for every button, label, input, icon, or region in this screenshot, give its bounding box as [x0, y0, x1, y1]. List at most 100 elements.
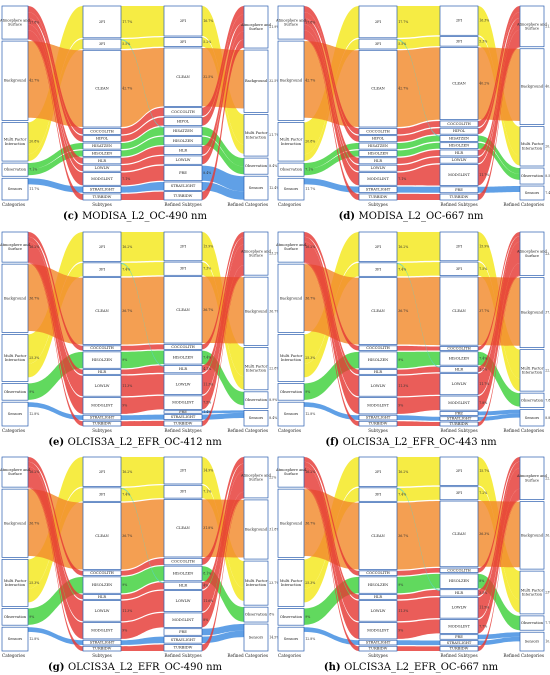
subtype-label-3fi: 3FI	[375, 42, 382, 46]
subtype-label-lowlw: LOWLW	[371, 384, 386, 388]
refined-category-label-atmosphere-and-surface: Atmosphere and	[516, 250, 548, 254]
category-label-sensors: Sensors	[284, 187, 299, 191]
subtype-label-lowlw: LOWLW	[95, 609, 110, 613]
flow-refine-turbidw	[397, 193, 440, 200]
refined-category-label-multi-factor-interaction: Interaction	[522, 370, 543, 374]
refined-category-label-background: Background	[245, 527, 268, 531]
refined-subtype-node-lowlw	[439, 596, 479, 619]
refined-category-node-sensors	[519, 185, 545, 201]
refined-subtype-node-clean	[439, 276, 479, 346]
flow-refine-modglint	[121, 612, 164, 639]
flow-rcat-hlr	[202, 463, 244, 590]
subtype-label-clean: CLEAN	[371, 87, 385, 91]
refined-category-node-multi-factor-interaction	[519, 349, 545, 392]
axis-label-refined-subtypes: Refined Subtypes	[440, 202, 477, 207]
refined-subtype-label-pre: PRE	[179, 410, 187, 414]
refined-category-pct-sensors: 14.5%	[269, 636, 279, 640]
refined-category-node-background	[519, 277, 545, 348]
refined-subtype-node-coccolith	[439, 120, 479, 128]
subtype-node-hisolzen	[82, 576, 122, 594]
subtype-label-hlr: HLR	[98, 595, 107, 599]
flow-refine-coccolith	[397, 568, 440, 576]
category-label-sensors: Sensors	[8, 637, 23, 641]
category-label-multi-factor-interaction: Interaction	[281, 358, 302, 362]
flow-refine-straylight	[121, 636, 164, 645]
subtype-node-hlr	[358, 594, 398, 600]
refined-category-node-atmosphere-and-surface	[243, 456, 269, 499]
panel-caption: (c) MODISA_L2_OC-490 nm	[63, 211, 207, 222]
category-node-observation	[277, 383, 305, 401]
refined-subtype-node-hisatzen	[163, 126, 203, 136]
flow-refine-modglint	[397, 164, 440, 186]
subtype-pct-hisolzen: 9%	[122, 358, 127, 362]
refined-category-label-observation: Observation	[245, 164, 268, 168]
flow-refine-modglint	[397, 619, 440, 639]
refined-subtype-node-clean	[163, 276, 203, 344]
refined-subtype-label-hlr: HLR	[455, 367, 464, 371]
refined-category-pct-multi-factor-interaction: 22.3%	[545, 368, 550, 372]
subtype-node-hisolzen	[358, 150, 398, 157]
refined-subtype-pct-2fi: 15.9%	[203, 244, 213, 248]
flow-refine-lowlw	[397, 157, 440, 172]
category-label-multi-factor-interaction: Multi Factor	[4, 354, 27, 358]
subtype-label-hisatzen: HISATZEN	[368, 144, 388, 148]
subtype-node-modglint	[358, 172, 398, 186]
refined-category-label-multi-factor-interaction: Interaction	[246, 369, 267, 373]
refined-category-label-observation: Observation	[245, 613, 268, 617]
refined-category-node-sensors	[243, 623, 269, 652]
panel-caption: (g) OLCIS3A_L2_EFR_OC-490 nm	[48, 662, 223, 673]
flow-hlr	[304, 18, 359, 164]
refined-subtype-label-coccolith: COCCOLITH	[447, 568, 470, 572]
refined-category-label-observation: Observation	[245, 398, 268, 402]
refined-category-pct-atmosphere-and-surface: 23.2%	[269, 252, 279, 256]
refined-subtype-node-hlr	[439, 149, 479, 157]
subtype-pct-clean: 36.7%	[398, 534, 408, 538]
flow-straylight	[28, 402, 83, 420]
subtype-label-modglint: MODGLINT	[91, 629, 113, 633]
subtype-pct-modglint: 9%	[398, 404, 403, 408]
refined-subtype-pct-hlr: 3.5%	[479, 591, 487, 595]
category-label-atmosphere-and-surface: Surface	[8, 472, 22, 476]
subtype-pct-clean: 42.7%	[122, 87, 132, 91]
refined-category-label-atmosphere-and-surface: Atmosphere and	[240, 249, 272, 253]
category-pct-observation: 7.1%	[29, 168, 37, 172]
refined-subtype-node-straylight	[163, 414, 203, 420]
refined-subtype-node-coccolith	[439, 346, 479, 351]
flow-refine-2fi	[397, 457, 440, 487]
refined-subtype-node-pre	[163, 628, 203, 636]
category-pct-atmosphere-and-surface: 17.8%	[29, 21, 39, 25]
refined-category-pct-background: 36.7%	[269, 309, 279, 313]
refined-category-label-background: Background	[521, 533, 544, 537]
refined-subtype-label-hlr: HLR	[179, 148, 188, 152]
refined-subtype-label-turbidw: TURBIDW	[450, 422, 469, 426]
category-pct-atmosphere-and-surface: 16.2%	[305, 245, 315, 249]
flow-turbidw	[304, 39, 359, 201]
refined-category-pct-background: 31.8%	[269, 527, 279, 531]
flow-turbidw	[304, 262, 359, 426]
subtype-label-2fi: 2FI	[99, 245, 106, 249]
refined-subtype-node-clean	[439, 47, 479, 121]
subtype-node-clean	[82, 277, 122, 345]
flow-coccolith	[304, 232, 359, 351]
category-label-sensors: Sensors	[284, 637, 299, 641]
refined-category-label-multi-factor-interaction: Interaction	[522, 146, 543, 150]
refined-category-pct-background: 37.7%	[545, 311, 550, 315]
refined-subtype-label-hisolzen: HISOLZEN	[449, 356, 470, 360]
axis-label-categories: Categories	[2, 428, 25, 433]
refined-subtype-label-modglint: MODGLINT	[172, 401, 194, 405]
subtype-label-turbidw: TURBIDW	[93, 195, 112, 199]
subtype-node-lowlw	[82, 375, 122, 397]
subtype-node-2fi	[82, 5, 122, 39]
subtype-pct-clean: 42.7%	[398, 87, 408, 91]
category-pct-multi-factor-interaction: 25.3%	[305, 581, 315, 585]
category-label-atmosphere-and-surface: Atmosphere and	[275, 18, 307, 22]
subtype-node-lowlw	[82, 164, 122, 172]
category-pct-multi-factor-interaction: 20.8%	[305, 140, 315, 144]
subtype-node-straylight	[358, 639, 398, 646]
refined-subtype-node-hlr	[439, 366, 479, 373]
flow-rcat-lowlw	[478, 241, 520, 395]
subtype-pct-2fi: 16.2%	[122, 470, 132, 474]
subtype-pct-modglint: 7.1%	[122, 177, 130, 181]
refined-subtype-node-hipol	[163, 116, 203, 127]
